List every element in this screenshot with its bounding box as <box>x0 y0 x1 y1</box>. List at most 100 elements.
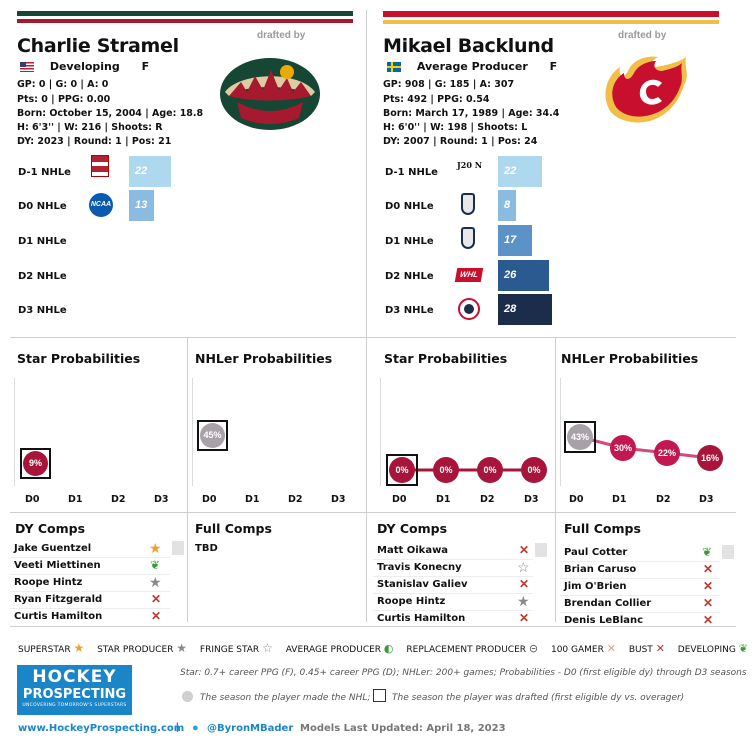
x-icon: ✕ <box>151 592 162 606</box>
developing-icon: ❦ <box>738 642 748 655</box>
left-star-axis-d2: D2 <box>111 494 126 505</box>
right-nhler-axis <box>560 378 561 486</box>
right-player-name: Mikael Backlund <box>383 35 554 57</box>
list-item: Denis LeBlanc ✕ <box>564 613 714 627</box>
sweden-flag-icon <box>387 62 401 72</box>
legend-bar: SUPERSTAR ★ STAR PRODUCER ★ FRINGE STAR … <box>18 641 748 655</box>
left-stat-4: H: 6'3'' | W: 216 | Shoots: R <box>17 122 163 133</box>
legend-100-gamer: 100 GAMER ✕ <box>550 642 616 655</box>
legend-bust: BUST ✕ <box>628 642 665 655</box>
right-dy-scroll[interactable] <box>535 543 547 557</box>
left-dy-comps-title: DY Comps <box>15 521 86 536</box>
x-icon: ✕ <box>151 609 162 623</box>
divider-left-probs <box>187 337 188 622</box>
minnesota-wild-logo <box>220 58 320 130</box>
list-item: Paul Cotter ❦ <box>560 545 720 562</box>
x-icon: ✕ <box>519 543 530 557</box>
divider-probs-top <box>10 337 736 338</box>
left-star-axis-d0: D0 <box>25 494 40 505</box>
left-bar-d-1: 22 <box>129 156 171 187</box>
left-stat-1: GP: 0 | G: 0 | A: 0 <box>17 79 109 90</box>
center-divider <box>366 10 367 622</box>
right-star-point-d2: 0% <box>477 457 503 483</box>
models-updated: Models Last Updated: April 18, 2023 <box>300 723 506 734</box>
right-nhler-title: NHLer Probabilities <box>561 351 699 366</box>
right-nhler-axis-d0: D0 <box>569 494 584 505</box>
left-nhler-axis-d2: D2 <box>288 494 303 505</box>
left-dy-scroll[interactable] <box>172 541 184 555</box>
list-item: Travis Konecny ☆ <box>373 559 533 577</box>
star-icon: ★ <box>149 574 162 590</box>
website-link[interactable]: www.HockeyProspecting.com <box>18 723 185 734</box>
right-team-stripe <box>383 11 719 24</box>
left-player-name: Charlie Stramel <box>17 35 179 57</box>
right-nhler-point-d1: 30% <box>610 435 636 461</box>
list-item: Curtis Hamilton ✕ <box>377 611 530 625</box>
right-full-scroll[interactable] <box>722 545 734 559</box>
divider-legend-top <box>10 626 736 627</box>
legend-replacement-producer: REPLACEMENT PRODUCER ⊝ <box>406 642 539 655</box>
left-drafted-by: drafted by <box>257 30 306 41</box>
left-nhler-axis-d3: D3 <box>331 494 346 505</box>
left-team-stripe <box>17 11 353 23</box>
left-star-axis <box>14 378 15 486</box>
left-stat-5: DY: 2023 | Round: 1 | Pos: 21 <box>17 136 172 147</box>
left-row-label-d-1: D-1 NHLe <box>18 167 71 178</box>
right-stat-1: GP: 908 | G: 185 | A: 307 <box>383 79 515 90</box>
right-nhler-axis-d3: D3 <box>699 494 714 505</box>
left-star-axis-d1: D1 <box>68 494 83 505</box>
left-stat-3: Born: October 15, 2004 | Age: 18.8 <box>17 108 204 119</box>
league-logo-d0 <box>461 193 475 215</box>
superstar-icon: ★ <box>73 641 85 655</box>
list-item: Ryan Fitzgerald ✕ <box>10 592 170 609</box>
twitter-handle-link[interactable]: @ByronMBader <box>207 723 294 734</box>
right-nhler-point-d0: 43% <box>567 424 593 450</box>
left-nhler-title: NHLer Probabilities <box>195 351 333 366</box>
right-row-label-d0: D0 NHLe <box>385 201 434 212</box>
left-full-comp-tbd: TBD <box>195 543 218 554</box>
footnote-nhl-season: The season the player made the NHL; <box>200 693 371 703</box>
x-icon: ✕ <box>703 562 714 576</box>
left-star-point-d0: 9% <box>23 451 48 476</box>
list-item: Roope Hintz ★ <box>10 574 170 592</box>
right-nhler-point-d2: 22% <box>654 440 680 466</box>
list-item: Curtis Hamilton ✕ <box>14 609 162 623</box>
list-item: Roope Hintz ★ <box>373 593 533 611</box>
right-row-label-d1: D1 NHLe <box>385 236 434 247</box>
list-item: Jim O'Brien ✕ <box>560 579 720 596</box>
right-full-comps-list: Paul Cotter ❦ Brian Caruso ✕ Jim O'Brien ✕ … <box>560 545 720 629</box>
left-dy-comps-list: Jake Guentzel ★ Veeti Miettinen ❦ Roope Hi… <box>10 540 170 625</box>
list-item: Brendan Collier ✕ <box>560 596 720 613</box>
list-item: Jake Guentzel ★ <box>10 540 170 558</box>
left-nhler-axis-d0: D0 <box>202 494 217 505</box>
right-star-point-d1: 0% <box>433 457 459 483</box>
right-bar-d1: 17 <box>498 225 532 256</box>
right-dy-comps-list: Matt Oikawa ✕ Travis Konecny ☆ Stanislav G… <box>373 543 533 627</box>
star-icon: ★ <box>517 593 530 609</box>
right-star-line <box>402 468 534 472</box>
legend-superstar: SUPERSTAR ★ <box>18 641 85 655</box>
legend-star-producer: STAR PRODUCER ★ <box>97 641 188 655</box>
left-full-comps-title: Full Comps <box>195 521 272 536</box>
left-nhler-point-d0: 45% <box>200 423 225 448</box>
right-star-axis <box>380 378 381 486</box>
right-status: Average Producer <box>416 60 528 73</box>
right-stat-2: Pts: 492 | PPG: 0.54 <box>383 94 490 105</box>
bust-icon: ✕ <box>655 642 665 655</box>
draft-season-box-icon <box>373 689 386 702</box>
divider-right-probs <box>555 337 556 622</box>
replacement-producer-icon: ⊝ <box>528 642 539 655</box>
hockey-prospecting-logo[interactable]: HOCKEY PROSPECTING UNCOVERING TOMORROW'S… <box>17 665 132 715</box>
footnote-draft-season: The season the player was drafted (first… <box>392 693 685 703</box>
league-logo-d1 <box>461 227 475 249</box>
left-nhler-axis <box>192 378 193 486</box>
left-status: Developing <box>49 60 120 73</box>
right-star-axis-d0: D0 <box>392 494 407 505</box>
right-star-point-d0: 0% <box>389 457 415 483</box>
leaf-icon: ❦ <box>702 545 713 559</box>
usntdp-logo <box>91 155 109 177</box>
ncaa-logo: NCAA <box>89 193 113 217</box>
left-nhler-axis-d1: D1 <box>245 494 260 505</box>
left-star-axis-d3: D3 <box>154 494 169 505</box>
right-status-row: Average Producer F <box>387 60 557 73</box>
